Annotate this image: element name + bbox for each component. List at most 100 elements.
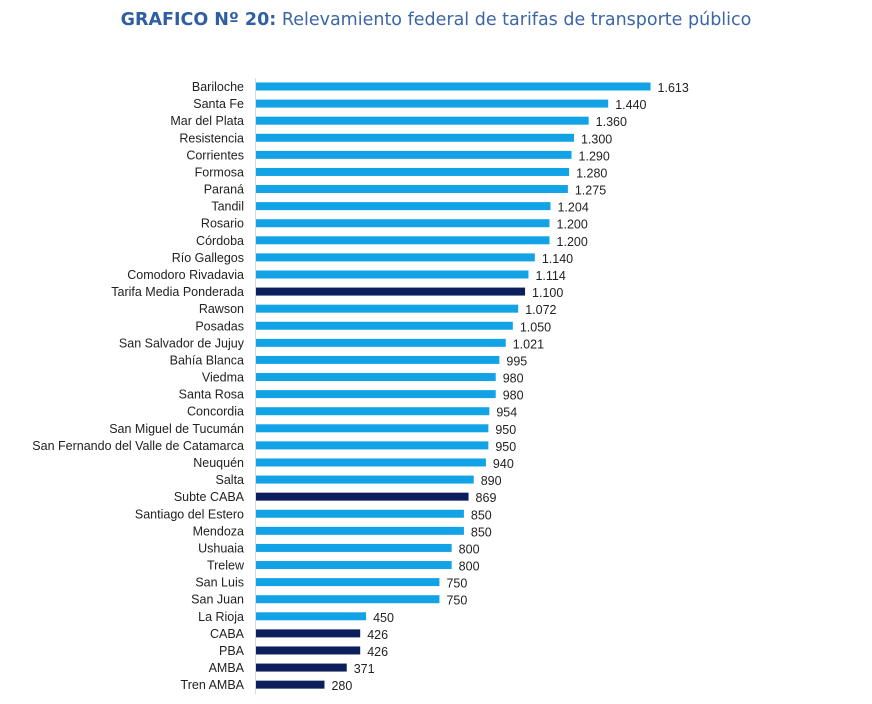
value-label: 1.300 bbox=[581, 132, 612, 146]
chart-title-prefix: GRAFICO Nº 20: bbox=[120, 10, 277, 30]
bar-highlighted bbox=[256, 663, 347, 672]
category-label: Rosario bbox=[201, 217, 244, 231]
bar-highlighted bbox=[256, 629, 361, 638]
category-label: Ushuaia bbox=[198, 541, 244, 555]
bar bbox=[256, 338, 506, 347]
bar bbox=[256, 373, 496, 382]
bar bbox=[256, 612, 367, 621]
category-label: Salta bbox=[216, 473, 245, 487]
value-label: 1.072 bbox=[525, 303, 556, 317]
value-label: 954 bbox=[496, 406, 517, 420]
bar bbox=[256, 390, 496, 399]
bar bbox=[256, 543, 452, 552]
category-label: Resistencia bbox=[179, 131, 244, 145]
value-label: 1.275 bbox=[575, 184, 606, 198]
chart-title: GRAFICO Nº 20: Relevamiento federal de t… bbox=[0, 10, 872, 30]
value-label: 1.100 bbox=[532, 286, 563, 300]
category-label: PBA bbox=[219, 644, 245, 658]
category-label: Viedma bbox=[202, 371, 244, 385]
bar bbox=[256, 578, 440, 587]
bar bbox=[256, 219, 550, 228]
value-label: 1.200 bbox=[557, 218, 588, 232]
category-label: Paraná bbox=[204, 183, 244, 197]
bar bbox=[256, 167, 570, 176]
value-label: 280 bbox=[331, 679, 352, 693]
category-label: San Juan bbox=[191, 593, 244, 607]
bar bbox=[256, 82, 651, 91]
category-label: CABA bbox=[210, 627, 245, 641]
value-label: 980 bbox=[503, 389, 524, 403]
value-label: 1.204 bbox=[557, 201, 588, 215]
bar bbox=[256, 202, 551, 211]
category-label: AMBA bbox=[209, 661, 245, 675]
category-label: Santa Fe bbox=[193, 97, 244, 111]
bar bbox=[256, 99, 609, 108]
bar-highlighted bbox=[256, 492, 469, 501]
bar bbox=[256, 304, 519, 313]
bar bbox=[256, 253, 535, 262]
category-label: Tandil bbox=[211, 200, 244, 214]
value-label: 950 bbox=[495, 423, 516, 437]
value-label: 450 bbox=[373, 611, 394, 625]
value-label: 1.200 bbox=[557, 235, 588, 249]
category-label: Formosa bbox=[195, 165, 244, 179]
bar bbox=[256, 595, 440, 604]
category-label: Subte CABA bbox=[174, 490, 245, 504]
value-label: 995 bbox=[506, 354, 527, 368]
bar bbox=[256, 509, 464, 518]
bar bbox=[256, 355, 500, 364]
bar bbox=[256, 133, 574, 142]
category-label: San Salvador de Jujuy bbox=[119, 336, 245, 350]
category-label: Santiago del Estero bbox=[135, 507, 244, 521]
value-label: 750 bbox=[446, 594, 467, 608]
value-label: 426 bbox=[367, 645, 388, 659]
category-label: Tarifa Media Ponderada bbox=[111, 285, 244, 299]
bar bbox=[256, 321, 513, 330]
bar-highlighted bbox=[256, 287, 526, 296]
value-label: 426 bbox=[367, 628, 388, 642]
value-label: 980 bbox=[503, 372, 524, 386]
bar bbox=[256, 116, 589, 125]
value-label: 1.440 bbox=[615, 98, 646, 112]
bar bbox=[256, 150, 572, 159]
category-label: Bahía Blanca bbox=[170, 353, 244, 367]
category-label: Concordia bbox=[187, 405, 244, 419]
value-label: 1.280 bbox=[576, 166, 607, 180]
bar bbox=[256, 441, 489, 450]
value-label: 1.613 bbox=[658, 81, 689, 95]
category-label: Tren AMBA bbox=[181, 678, 245, 692]
value-label: 750 bbox=[446, 577, 467, 591]
bar bbox=[256, 526, 464, 535]
category-label: San Miguel de Tucumán bbox=[109, 422, 244, 436]
value-label: 1.140 bbox=[542, 252, 573, 266]
category-label: La Rioja bbox=[198, 610, 244, 624]
bar bbox=[256, 236, 550, 245]
value-label: 1.290 bbox=[579, 149, 610, 163]
category-label: Río Gallegos bbox=[172, 251, 244, 265]
bar bbox=[256, 424, 489, 433]
category-label: Mar del Plata bbox=[170, 114, 244, 128]
value-label: 800 bbox=[459, 542, 480, 556]
value-label: 950 bbox=[495, 440, 516, 454]
category-label: Córdoba bbox=[196, 234, 244, 248]
value-label: 850 bbox=[471, 508, 492, 522]
chart-title-text: Relevamiento federal de tarifas de trans… bbox=[276, 10, 752, 30]
value-label: 890 bbox=[481, 474, 502, 488]
bar bbox=[256, 407, 490, 416]
category-label: Comodoro Rivadavia bbox=[127, 268, 244, 282]
bar bbox=[256, 475, 474, 484]
bar bbox=[256, 185, 568, 194]
category-label: Trelew bbox=[207, 559, 245, 573]
category-label: Mendoza bbox=[193, 524, 244, 538]
value-label: 1.050 bbox=[520, 320, 551, 334]
category-label: Bariloche bbox=[192, 80, 244, 94]
bar-highlighted bbox=[256, 646, 361, 655]
category-label: Neuquén bbox=[193, 456, 244, 470]
value-label: 940 bbox=[493, 457, 514, 471]
category-label: San Luis bbox=[195, 576, 244, 590]
value-label: 1.114 bbox=[535, 269, 565, 283]
category-label: San Fernando del Valle de Catamarca bbox=[32, 439, 244, 453]
bar-highlighted bbox=[256, 680, 325, 689]
value-label: 850 bbox=[471, 525, 492, 539]
